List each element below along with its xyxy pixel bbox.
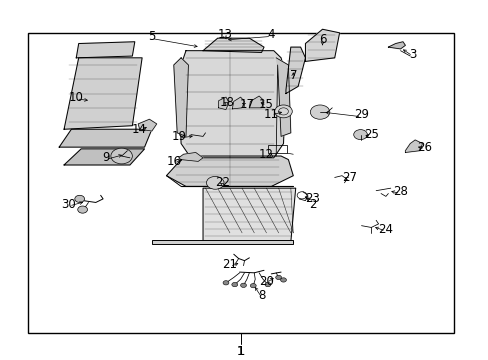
Text: 8: 8 [257, 289, 264, 302]
Polygon shape [285, 47, 305, 94]
Text: 10: 10 [69, 91, 83, 104]
Circle shape [280, 278, 286, 282]
Polygon shape [64, 149, 144, 165]
Text: 6: 6 [318, 33, 325, 46]
Text: 28: 28 [392, 185, 407, 198]
Text: 20: 20 [259, 275, 273, 288]
Circle shape [274, 105, 292, 118]
Text: 2: 2 [308, 198, 316, 211]
Bar [27, 33, 453, 333]
Text: 16: 16 [166, 155, 181, 168]
Polygon shape [138, 119, 157, 131]
Circle shape [78, 206, 87, 213]
Text: 4: 4 [267, 28, 275, 41]
Text: 7: 7 [289, 69, 296, 82]
Bar [152, 240, 293, 244]
Polygon shape [387, 42, 405, 49]
Text: 18: 18 [220, 96, 234, 109]
Text: 19: 19 [171, 130, 186, 143]
Text: 12: 12 [259, 148, 273, 161]
Text: 22: 22 [215, 176, 229, 189]
Circle shape [206, 176, 224, 189]
Text: 1: 1 [236, 345, 244, 358]
Circle shape [75, 195, 84, 202]
Circle shape [223, 281, 228, 285]
Text: 25: 25 [363, 128, 378, 141]
Polygon shape [249, 96, 264, 108]
Text: 26: 26 [417, 141, 431, 154]
Circle shape [231, 283, 237, 287]
Polygon shape [405, 140, 422, 153]
Polygon shape [203, 188, 295, 242]
Polygon shape [173, 58, 188, 136]
Polygon shape [305, 29, 339, 62]
Text: 30: 30 [61, 198, 76, 211]
Polygon shape [76, 42, 135, 58]
Text: 13: 13 [217, 28, 232, 41]
Polygon shape [178, 153, 203, 161]
Text: 23: 23 [305, 192, 320, 206]
Circle shape [240, 283, 246, 287]
Polygon shape [276, 58, 290, 136]
Polygon shape [64, 58, 142, 129]
Text: 3: 3 [408, 48, 416, 61]
Circle shape [250, 284, 256, 288]
Text: 21: 21 [222, 258, 237, 271]
Text: 5: 5 [148, 30, 155, 43]
Circle shape [275, 275, 281, 280]
Text: 17: 17 [239, 98, 254, 111]
Text: 15: 15 [259, 98, 273, 111]
Circle shape [310, 105, 329, 119]
Polygon shape [203, 38, 264, 53]
Text: 27: 27 [341, 171, 356, 184]
Circle shape [353, 130, 366, 140]
Text: 11: 11 [264, 108, 278, 121]
Text: 9: 9 [102, 151, 109, 164]
Polygon shape [59, 129, 152, 147]
Text: 29: 29 [353, 108, 368, 121]
Polygon shape [178, 51, 285, 158]
Text: 1: 1 [236, 345, 244, 358]
Text: 14: 14 [132, 123, 147, 136]
Polygon shape [232, 97, 244, 109]
Bar [267, 145, 287, 153]
Polygon shape [166, 156, 293, 186]
Circle shape [111, 148, 132, 164]
Circle shape [264, 283, 270, 287]
Text: 24: 24 [378, 223, 393, 236]
Polygon shape [218, 97, 228, 109]
